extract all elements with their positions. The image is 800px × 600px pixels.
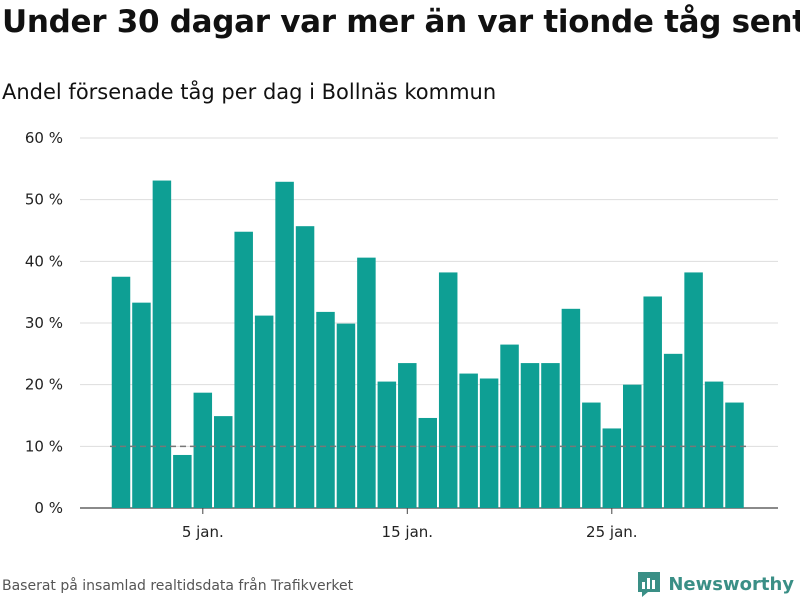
bar <box>193 392 213 508</box>
bar <box>173 454 192 508</box>
chart-title: Under 30 dagar var mer än var tionde tåg… <box>2 4 800 40</box>
newsworthy-bar-icon <box>638 572 661 597</box>
bars <box>111 180 744 509</box>
bar <box>438 272 458 508</box>
bar <box>541 363 560 508</box>
bar <box>704 381 724 508</box>
y-tick-label: 30 % <box>25 314 63 332</box>
x-tick-label: 25 jan. <box>586 523 638 541</box>
source-note: Baserat på insamlad realtidsdata från Tr… <box>2 578 354 594</box>
bar <box>398 363 417 508</box>
chart-subtitle: Andel försenade tåg per dag i Bollnäs ko… <box>2 80 497 104</box>
bar <box>602 428 622 508</box>
bar <box>725 402 744 508</box>
bar <box>684 272 703 508</box>
bar <box>663 353 683 508</box>
x-axis: 5 jan. 15 jan. 25 jan. <box>182 508 638 541</box>
bar <box>132 302 151 508</box>
bar <box>275 181 294 509</box>
bar <box>111 276 131 508</box>
bar <box>234 231 253 508</box>
bar <box>377 381 397 508</box>
bar <box>520 363 540 508</box>
bar <box>643 296 662 508</box>
y-tick-label: 40 % <box>25 252 63 270</box>
bar <box>500 344 519 508</box>
bar <box>316 311 335 508</box>
newsworthy-logo: Newsworthy <box>636 570 794 598</box>
bar <box>336 323 356 508</box>
x-tick-label: 5 jan. <box>182 523 224 541</box>
bar <box>214 416 233 508</box>
bar <box>418 417 437 508</box>
bar <box>254 315 274 508</box>
bar <box>561 308 581 508</box>
bar <box>357 257 376 508</box>
bar <box>479 378 499 508</box>
y-tick-label: 20 % <box>25 376 63 394</box>
bar <box>295 226 315 508</box>
brand-name: Newsworthy <box>668 573 794 595</box>
y-tick-label: 60 % <box>25 129 63 147</box>
y-axis: 0 % 10 % 20 % 30 % 40 % 50 % 60 % <box>25 129 63 517</box>
y-tick-label: 50 % <box>25 191 63 209</box>
bar <box>459 373 478 508</box>
x-tick-label: 15 jan. <box>382 523 434 541</box>
y-tick-label: 10 % <box>25 437 63 455</box>
bar <box>582 402 601 508</box>
bar <box>152 180 172 509</box>
y-tick-label: 0 % <box>34 499 63 517</box>
